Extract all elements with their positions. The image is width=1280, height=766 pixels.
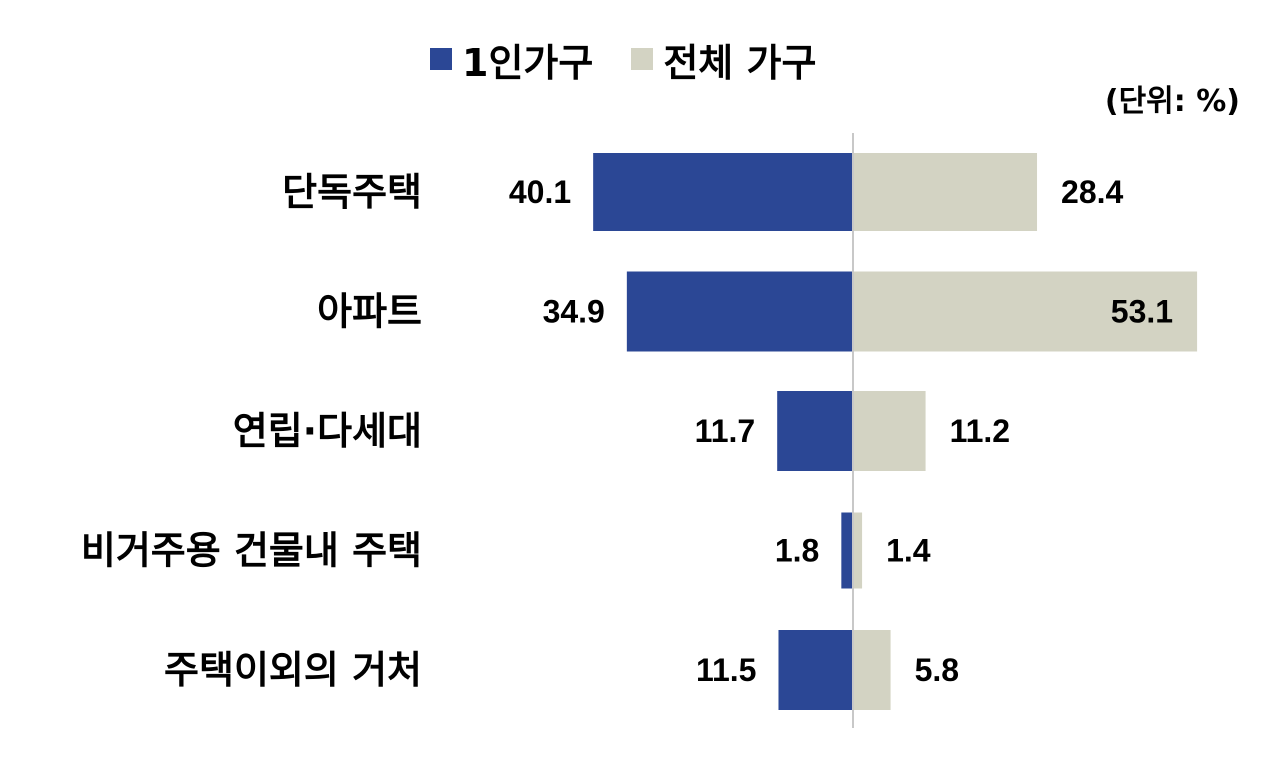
bar-series-2 [853,512,863,589]
category-label: 아파트 [317,290,422,334]
legend: 1인가구 전체 가구 [430,32,816,87]
legend-item-series-2: 전체 가구 [631,32,816,87]
data-label-series-2: 1.4 [886,533,931,569]
legend-item-series-1: 1인가구 [430,32,593,87]
legend-label-series-1: 1인가구 [462,40,594,85]
data-label-series-1: 11.5 [696,652,757,688]
data-label-series-1: 34.9 [543,294,605,330]
legend-label-series-2: 전체 가구 [663,40,817,85]
data-label-series-1: 1.8 [775,533,819,569]
data-label-series-2: 11.2 [950,413,1011,449]
category-label: 주택이외의 거처 [164,648,422,692]
data-label-series-1: 40.1 [509,174,571,210]
data-label-series-2: 53.1 [1111,294,1173,330]
bar-series-1 [841,512,853,589]
legend-swatch-series-2 [631,48,654,70]
bar-series-2 [853,271,1198,352]
data-label-series-1: 11.7 [695,413,756,449]
data-label-series-2: 28.4 [1061,174,1123,210]
unit-label: (단위: %) [1104,84,1240,119]
bar-series-2 [853,630,891,710]
legend-swatch-series-1 [430,48,452,70]
bar-series-1 [626,271,853,352]
bar-series-1 [593,153,853,231]
data-label-series-2: 5.8 [915,652,959,688]
category-label: 연립·다세대 [233,409,422,453]
category-label: 단독주택 [282,170,422,214]
bar-series-2 [853,391,926,471]
bar-series-2 [853,153,1038,231]
category-label: 비거주용 건물내 주택 [81,529,422,573]
bar-series-1 [778,630,853,710]
bar-series-1 [777,391,853,471]
